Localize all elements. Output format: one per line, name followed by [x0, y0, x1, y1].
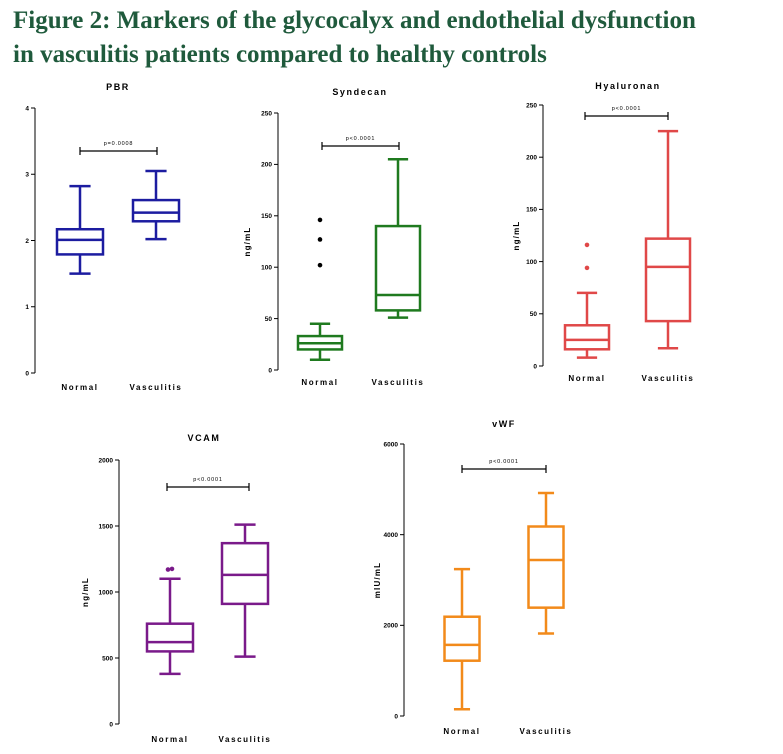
y-tick-label: 250 — [526, 102, 537, 109]
y-tick-label: 0 — [533, 363, 537, 370]
y-axis-label: ng/mL — [243, 227, 252, 257]
outlier-point — [584, 265, 590, 271]
box-vasculitis — [220, 523, 270, 658]
x-category-label: Normal — [568, 374, 605, 383]
y-tick-label: 1500 — [99, 523, 114, 530]
box-normal — [443, 567, 481, 711]
box-normal — [296, 217, 344, 361]
x-category-label: Normal — [301, 378, 338, 387]
x-category-label: Vasculitis — [642, 374, 695, 383]
interquartile-box — [131, 198, 181, 223]
x-category-label: Normal — [443, 727, 480, 736]
y-tick-label: 0 — [394, 713, 398, 720]
figure-title-line-1: Figure 2: Markers of the glycocalyx and … — [13, 7, 696, 34]
outlier-point — [169, 566, 175, 572]
x-category-label: Normal — [151, 735, 188, 744]
x-category-label: Vasculitis — [372, 378, 425, 387]
box-plot-panel: PBR 0 1 2 3 4 Normal Vasculitis p=0.0008 — [25, 82, 183, 392]
box-vasculitis — [131, 169, 181, 241]
p-value-label: p<0.0001 — [489, 459, 519, 465]
outlier-point — [317, 262, 323, 268]
y-axis-label: ng/mL — [512, 221, 521, 251]
y-tick-label: 3 — [25, 172, 29, 179]
interquartile-box — [563, 324, 611, 351]
outlier-point — [584, 242, 590, 248]
outlier-point — [165, 567, 171, 572]
y-axis-label: ng/mL — [81, 577, 90, 607]
y-tick-label: 250 — [261, 110, 272, 117]
x-category-label: Normal — [61, 383, 98, 392]
y-tick-label: 100 — [526, 259, 537, 266]
figure-title: Figure 2: Markers of the glycocalyx and … — [13, 4, 778, 72]
box-plot-panel: Hyaluronan 0 50 100 150 200 250 ng/mL Normal Vasc… — [512, 81, 695, 383]
x-category-label: Vasculitis — [520, 727, 573, 736]
y-tick-label: 1 — [25, 304, 29, 311]
y-tick-label: 2000 — [384, 623, 399, 630]
y-tick-label: 0 — [268, 367, 272, 374]
y-tick-label: 6000 — [384, 441, 399, 448]
y-tick-label: 2 — [25, 238, 29, 245]
p-value-label: p<0.0001 — [346, 136, 376, 142]
y-axis-label: mIU/mL — [373, 562, 382, 599]
panel-title: VCAM — [188, 433, 221, 443]
interquartile-box — [527, 525, 565, 609]
p-value-label: p=0.0008 — [104, 141, 134, 147]
y-tick-label: 50 — [530, 311, 538, 318]
p-value-label: p<0.0001 — [193, 477, 223, 483]
outlier-point — [317, 237, 323, 242]
box-vasculitis — [644, 129, 692, 350]
box-normal — [55, 184, 105, 275]
box-normal — [145, 566, 195, 676]
y-tick-label: 200 — [261, 162, 272, 169]
y-tick-label: 50 — [265, 316, 273, 323]
panel-title: vWF — [492, 419, 516, 429]
p-value-label: p<0.0001 — [612, 106, 642, 112]
y-tick-label: 500 — [102, 655, 113, 662]
y-tick-label: 100 — [261, 265, 272, 272]
interquartile-box — [374, 224, 422, 312]
box-plot-panel: Syndecan 0 50 100 150 200 250 ng/mL Normal Vascul… — [243, 87, 425, 387]
panel-title: PBR — [106, 82, 130, 92]
y-tick-label: 1000 — [99, 589, 114, 596]
interquartile-box — [443, 615, 481, 662]
y-tick-label: 200 — [526, 155, 537, 162]
box-vasculitis — [374, 158, 422, 319]
interquartile-box — [145, 622, 195, 653]
outlier-point — [317, 217, 323, 223]
box-normal — [563, 242, 611, 359]
y-tick-label: 0 — [109, 721, 113, 728]
figure-title-line-2: in vasculitis patients compared to healt… — [13, 41, 547, 68]
y-tick-label: 150 — [526, 207, 537, 214]
box-plot-panel: vWF 0 2000 4000 6000 mIU/mL Normal Vasculitis p<… — [373, 419, 573, 736]
y-tick-label: 4000 — [384, 532, 399, 539]
interquartile-box — [55, 227, 105, 256]
y-tick-label: 150 — [261, 213, 272, 220]
box-vasculitis — [527, 491, 565, 635]
box-plot-panel: VCAM 0 500 1000 1500 2000 ng/mL Normal Vasculiti… — [81, 433, 272, 744]
x-category-label: Vasculitis — [219, 735, 272, 744]
y-tick-label: 0 — [25, 370, 29, 377]
interquartile-box — [644, 237, 692, 323]
y-tick-label: 2000 — [99, 457, 114, 464]
y-tick-label: 4 — [25, 105, 29, 112]
panel-title: Hyaluronan — [595, 81, 661, 91]
panel-title: Syndecan — [332, 87, 387, 97]
interquartile-box — [220, 541, 270, 606]
x-category-label: Vasculitis — [130, 383, 183, 392]
